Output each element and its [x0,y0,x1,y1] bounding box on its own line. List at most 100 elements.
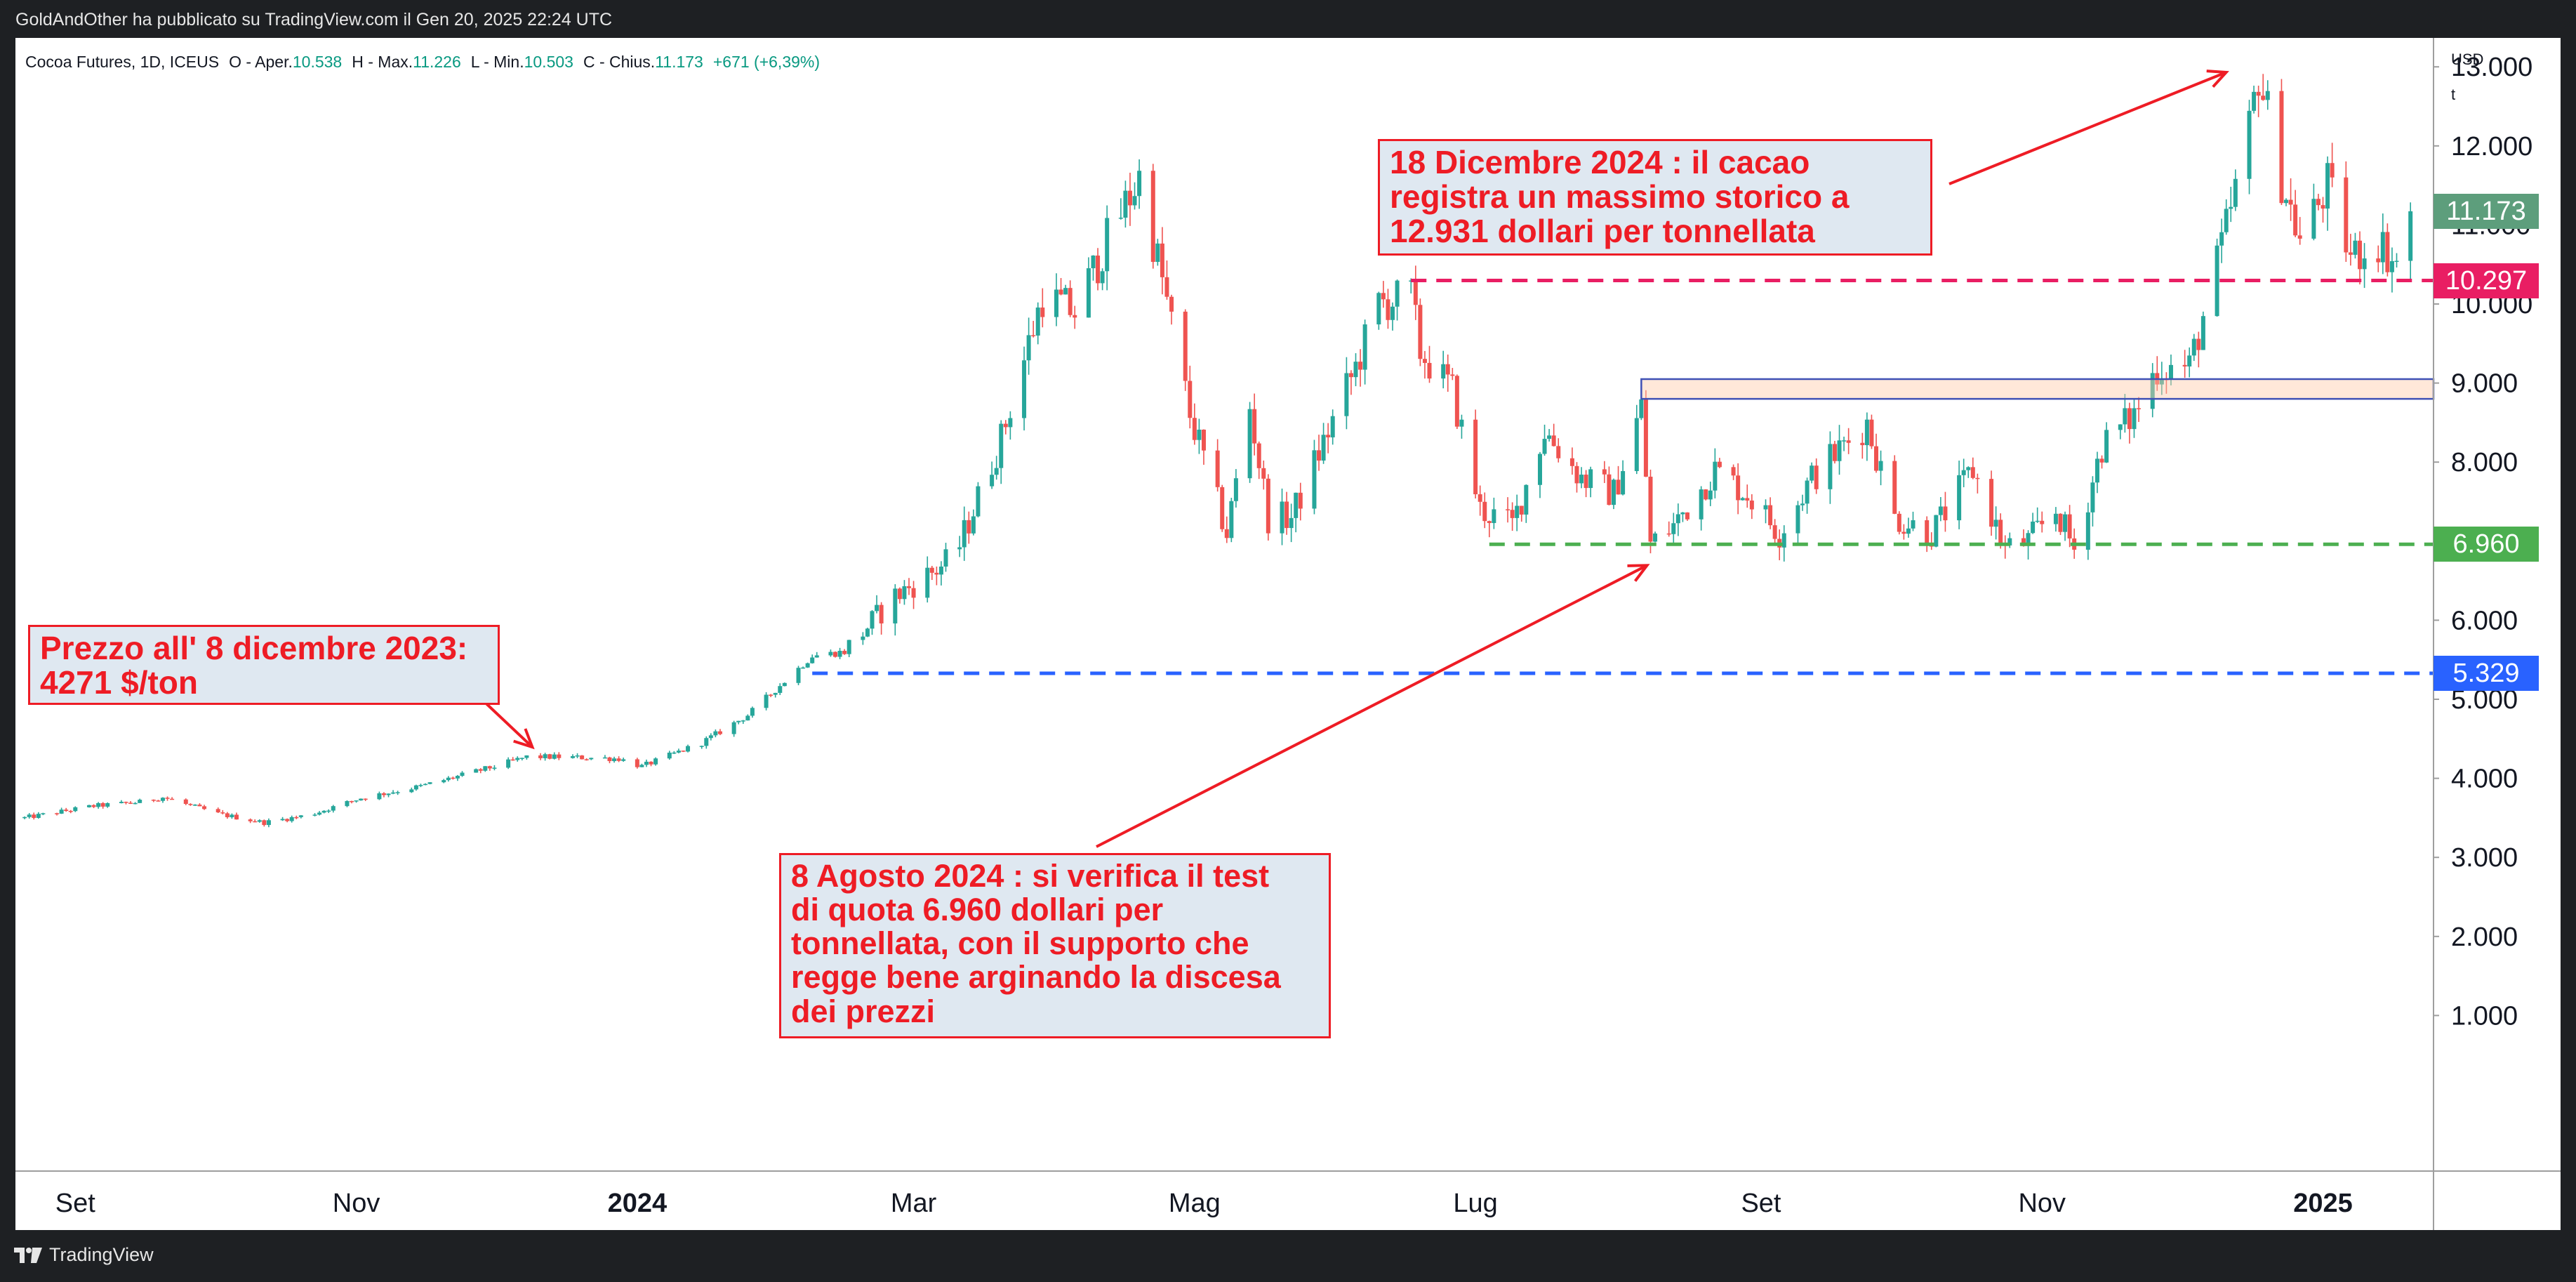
x-tick-label: Nov [2018,1189,2066,1218]
candle-body [2191,338,2196,356]
candle-body [1837,440,1842,461]
candle-body [557,754,562,758]
annotation-dec-2023[interactable]: Prezzo all' 8 dicembre 2023: 4271 $/ton [28,625,500,705]
candle-body [934,572,939,575]
candle-body [699,746,704,747]
x-axis[interactable]: Set Nov 2024 Mar Mag Lug Set Nov 2025 [55,1189,2353,1218]
annotation-arrow-head [1627,564,1650,582]
candle-body [2187,355,2192,366]
price-label-breakout: 5.329 [2434,655,2539,691]
candle-body [515,758,520,760]
candle-body [2265,91,2270,100]
candle-body [1842,440,1847,442]
candle-body [653,758,658,765]
candle-body [36,814,41,818]
tradingview-logo[interactable]: TradingView [14,1244,154,1266]
candle-body [2284,199,2289,204]
candle-body [814,655,819,658]
candle-body [2330,163,2335,178]
candle-body [976,486,981,517]
candle-body [165,798,170,799]
y-tick-label: 6.000 [2451,606,2518,635]
annotation-line: di quota 6.960 dollari per [791,892,1164,928]
candle-body [2040,520,2045,524]
candle-body [731,722,736,734]
legend-low: 10.503 [524,53,573,71]
candle-body [1459,419,1464,427]
candle-body [350,800,354,802]
legend-close: 11.173 [655,53,703,71]
candle-body [1713,461,1718,491]
candle-body [285,819,290,821]
candle-body [967,520,971,534]
candle-body [1294,492,1299,518]
unit-label: t [2451,86,2455,103]
x-tick-label: 2024 [608,1189,668,1218]
candle-body [192,805,197,806]
candle-body [119,802,124,803]
candle-body [86,805,91,807]
candle-body [1680,512,1685,515]
candle-body [294,817,299,819]
candle-body [1266,478,1270,534]
arrows [477,70,2229,848]
tradingview-brand: TradingView [49,1244,154,1265]
candle-body [215,809,220,813]
candle-body [73,807,78,812]
candle-body [1957,475,1962,521]
annotation-line: Prezzo all' 8 dicembre 2023: [40,630,468,666]
candle-body [847,640,851,654]
candle-body [460,772,465,777]
candle-body [2031,521,2036,534]
candle-body [1989,479,1994,527]
y-tick-label: 2.000 [2451,923,2518,952]
candle-body [519,758,524,760]
candle-body [1763,505,1768,510]
candle-body [1450,374,1455,376]
candle-body [1906,528,1911,534]
annotation-line: 18 Dicembre 2024 : il cacao [1390,144,1810,180]
candle-body [897,588,902,600]
annotation-aug-2024[interactable]: 8 Agosto 2024 : si verifica il test di q… [779,853,1331,1038]
x-tick-label: Mar [891,1189,937,1218]
candle-body [1547,435,1552,440]
candle-body [1123,190,1128,218]
candle-body [1160,243,1164,277]
y-axis[interactable]: 1.0002.0003.0004.0005.0006.0007.0008.000… [2434,53,2532,1031]
candle-body [2200,316,2205,350]
candle-body [160,798,165,801]
y-tick-label: 8.000 [2451,448,2518,477]
candle-body [391,792,396,794]
candle-body [745,715,750,721]
annotation-dec-2024[interactable]: 18 Dicembre 2024 : il cacao registra un … [1378,139,1932,256]
candle-body [354,800,359,802]
candle-body [1814,465,1819,489]
candle-body [778,686,783,693]
candle-body [1621,470,1626,495]
candle-body [1427,362,1432,379]
candle-body [1261,468,1266,479]
candle-body [796,668,801,683]
candle-body [331,806,336,811]
publisher-text: GoldAndOther ha pubblicato su TradingVie… [15,10,613,29]
candle-body [1832,444,1837,461]
price-label-last: 11.173 [2434,193,2539,229]
candle-body [1878,461,1883,471]
candle-body [1395,280,1400,307]
candle-body [22,817,27,819]
candle-body [289,817,294,821]
candle-body [1137,171,1142,197]
candle-body [1058,289,1063,295]
candle-body [2376,258,2381,263]
candle-body [1100,271,1105,284]
candle-body [2358,240,2363,270]
candle-body [151,800,156,801]
candle-body [1132,196,1137,206]
candle-body [487,766,492,769]
candle-body [1454,376,1459,427]
candle-body [1704,489,1708,500]
candle-body [1003,423,1008,428]
candle-body [326,810,331,812]
candle-body [1805,480,1810,504]
legend-low-label: L - Min. [471,53,524,71]
